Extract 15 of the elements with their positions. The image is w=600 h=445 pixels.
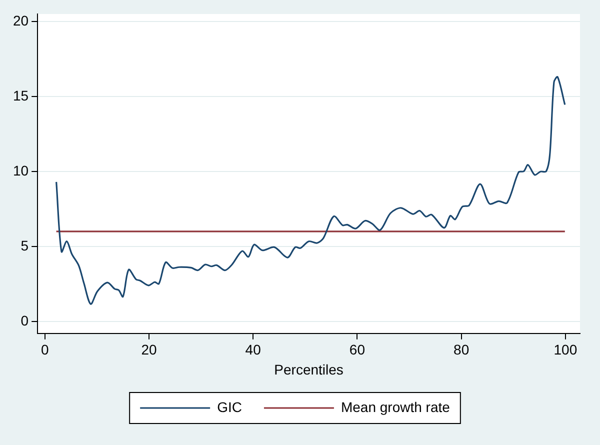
x-tick-label: 60 xyxy=(349,342,366,358)
y-tick-label: 15 xyxy=(12,87,29,104)
y-tick-label: 0 xyxy=(20,312,29,328)
x-tick-label: 100 xyxy=(554,342,578,358)
x-tick-label: 0 xyxy=(40,342,49,358)
legend-label: GIC xyxy=(217,398,242,415)
y-tick-label: 5 xyxy=(20,237,29,254)
x-tick-label: 40 xyxy=(245,342,262,358)
x-axis-title: Percentiles xyxy=(274,361,344,378)
y-tick-label: 20 xyxy=(12,12,29,28)
y-tick-label: 10 xyxy=(12,162,29,178)
x-tick-label: 80 xyxy=(454,342,470,358)
line-series xyxy=(56,76,566,305)
legend-label: Mean growth rate xyxy=(340,398,450,415)
x-tick-label: 20 xyxy=(141,342,157,358)
